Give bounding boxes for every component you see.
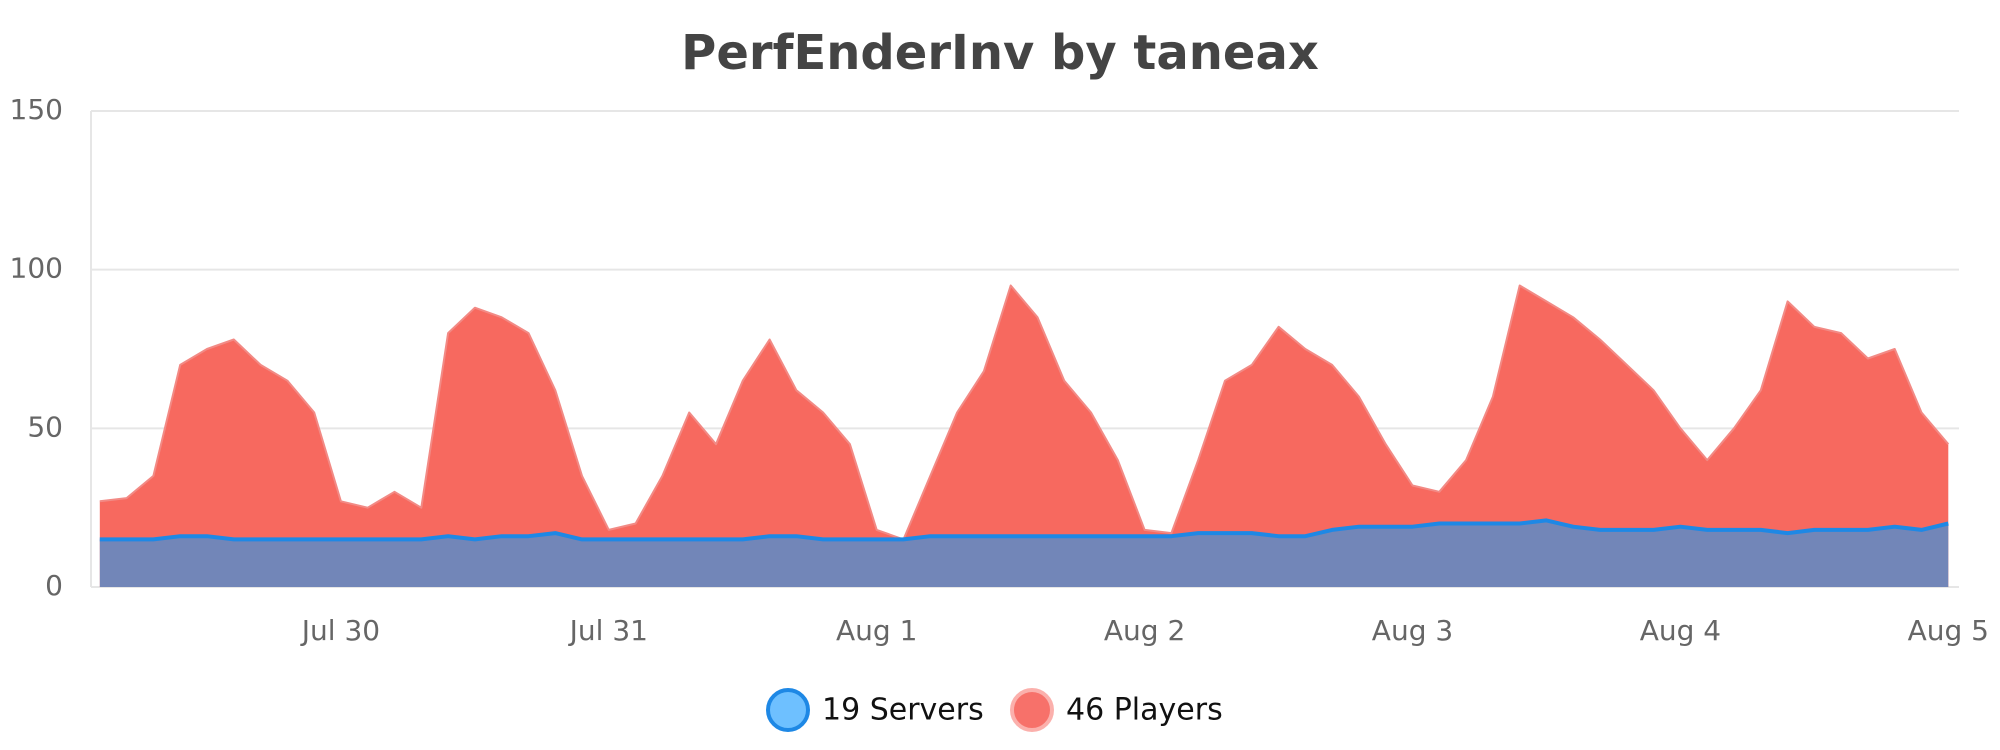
y-tick-label: 0 <box>45 569 63 602</box>
x-tick-label: Aug 3 <box>1372 614 1453 647</box>
x-tick-label: Jul 31 <box>568 614 648 647</box>
legend-label: 46 Players <box>1066 693 1223 728</box>
area-fill <box>99 520 1949 587</box>
area-fill <box>99 285 1949 587</box>
x-tick-label: Aug 4 <box>1640 614 1721 647</box>
x-tick-label: Aug 5 <box>1908 614 1989 647</box>
x-tick-label: Aug 2 <box>1104 614 1185 647</box>
legend-marker <box>1010 688 1054 732</box>
y-tick-label: 100 <box>10 252 63 285</box>
y-tick-label: 150 <box>10 93 63 126</box>
legend-label: 19 Servers <box>822 693 984 728</box>
area-line <box>99 284 1950 541</box>
x-tick-label: Aug 1 <box>836 614 917 647</box>
area-line <box>99 518 1949 542</box>
x-tick-label: Jul 30 <box>300 614 380 647</box>
legend-marker <box>766 688 810 732</box>
y-tick-label: 50 <box>27 410 63 443</box>
chart-title: PerfEnderInv by taneax <box>681 25 1319 81</box>
